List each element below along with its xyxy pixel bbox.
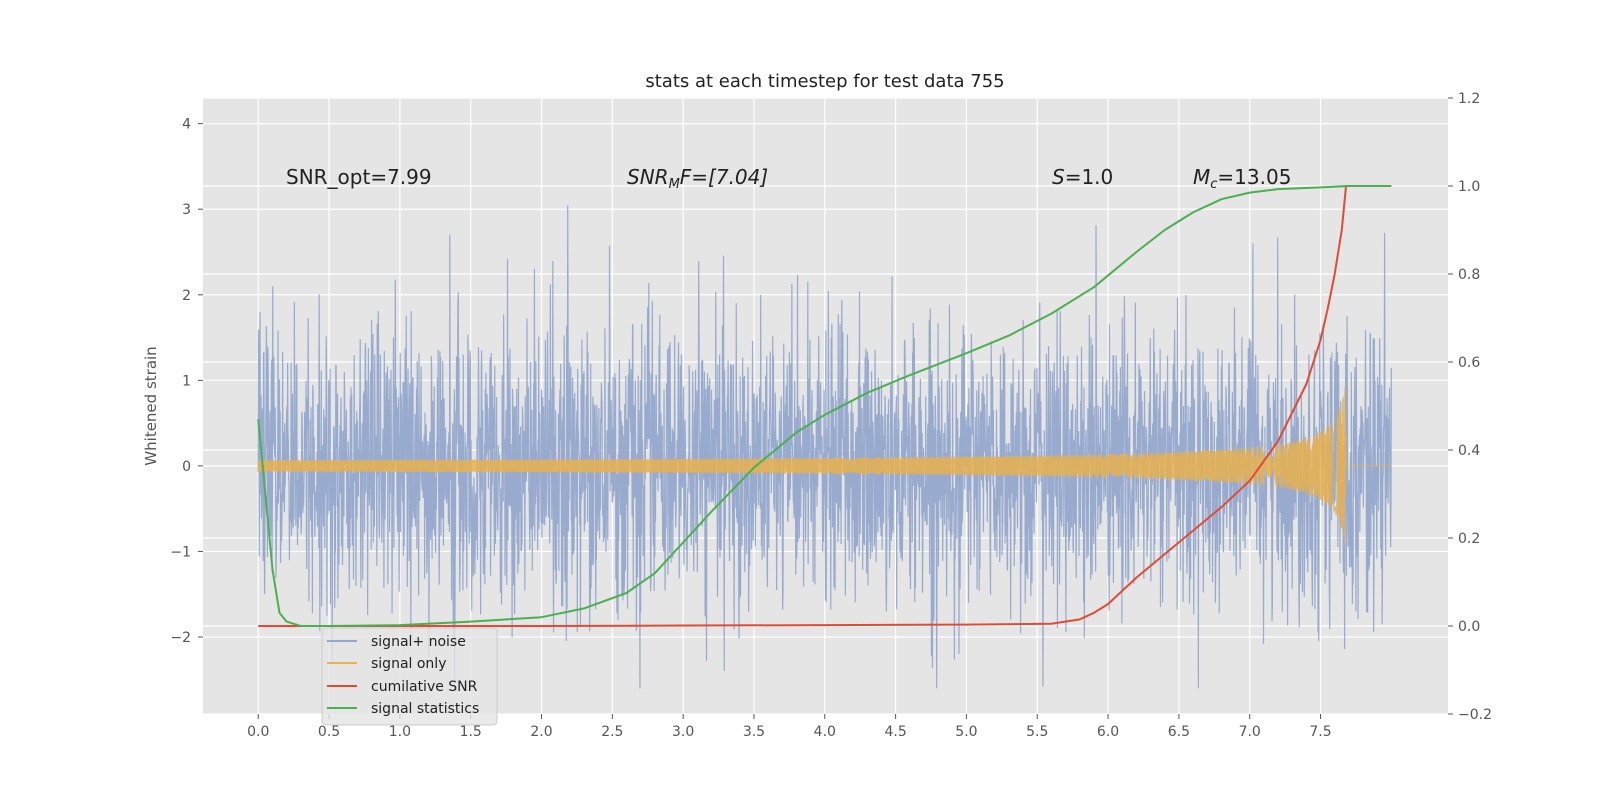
annotation-snr-mf: SNRMF=[7.04] [627, 165, 768, 192]
legend-box [321, 627, 498, 726]
legend-label-signal-only: signal only [371, 656, 446, 672]
annotation-snr-mf-sub: M [669, 177, 680, 192]
x-tick-label: 3.0 [672, 724, 694, 740]
y-tick-label: 4 [182, 117, 191, 133]
annotation-mc-rest: =13.05 [1217, 165, 1291, 189]
x-tick-label: 6.5 [1168, 724, 1190, 740]
y2-tick-label: −0.2 [1458, 707, 1492, 723]
y2-tick-label: 0.2 [1458, 531, 1480, 547]
y-tick-label: −2 [170, 630, 191, 646]
x-tick-label: 5.0 [955, 724, 977, 740]
x-tick-label: 7.5 [1309, 724, 1331, 740]
x-tick-label: 7.0 [1239, 724, 1261, 740]
y2-tick-label: 0.0 [1458, 619, 1480, 635]
legend-label-signal-noise: signal+ noise [371, 634, 466, 650]
legend: signal+ noise signal only cumilative SNR… [321, 627, 498, 726]
signal-statistics-line [257, 185, 1392, 627]
y-tick-label: −1 [170, 544, 191, 560]
x-tick-label: 5.5 [1026, 724, 1048, 740]
axes: 0.0 0.5 1.0 1.5 2.0 2.5 3.0 3.5 4.0 4.5 5.0 5.5 6.0 6… [170, 91, 1492, 740]
x-tick-label: 3.5 [743, 724, 765, 740]
annotation-snr-mf-rest: F=[7.04] [680, 165, 768, 189]
x-tick-label: 4.0 [814, 724, 836, 740]
y2-tick-label: 0.6 [1458, 355, 1480, 371]
legend-label-signal-statistics: signal statistics [371, 701, 479, 717]
annotation-mc: Mc=13.05 [1193, 165, 1291, 192]
annotation-s-rest: =1.0 [1065, 165, 1114, 189]
y2-tick-label: 1.0 [1458, 179, 1480, 195]
x-tick-label: 1.5 [460, 724, 482, 740]
annotation-s: S=1.0 [1052, 165, 1113, 189]
annotation-s-var: S [1052, 165, 1065, 189]
y-tick-label: 1 [182, 373, 191, 389]
x-tick-label: 6.0 [1097, 724, 1119, 740]
signal-only-line [257, 387, 1392, 543]
annotation-snr-opt: SNR_opt=7.99 [286, 165, 432, 189]
x-tick-label: 4.5 [884, 724, 906, 740]
y2-tick-label: 1.2 [1458, 91, 1480, 107]
annotation-mc-sub: c [1210, 177, 1217, 192]
chart-title: stats at each timestep for test data 755 [645, 71, 1004, 92]
y-tick-label: 0 [182, 459, 191, 475]
x-tick-label: 0.5 [318, 724, 340, 740]
annotation-mc-var: M [1193, 165, 1210, 189]
cumulative-snr-line [258, 185, 1392, 627]
y2-tick-label: 0.4 [1458, 443, 1480, 459]
x-tick-label: 0.0 [247, 724, 269, 740]
x-tick-label: 2.5 [601, 724, 623, 740]
y-tick-label: 2 [182, 288, 191, 304]
annotation-snr-mf-main: SNR [627, 165, 669, 189]
y2-tick-label: 0.8 [1458, 267, 1480, 283]
legend-label-cumulative-snr: cumilative SNR [371, 679, 478, 695]
series-lines [257, 185, 1392, 627]
x-tick-label: 2.0 [530, 724, 552, 740]
series-signal-only [257, 387, 1392, 543]
y-axis-label: Whitened strain [142, 346, 160, 465]
signal-noise-line [257, 205, 1392, 689]
y-tick-label: 3 [182, 202, 191, 218]
series-signal-noise [257, 205, 1392, 689]
x-tick-label: 1.0 [389, 724, 411, 740]
